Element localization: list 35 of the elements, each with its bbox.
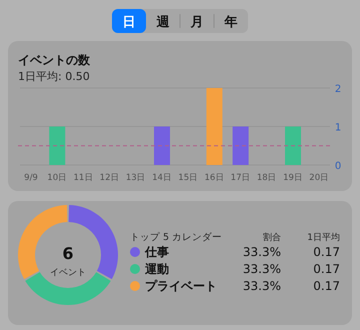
x-tick-label: 18日 xyxy=(256,173,277,183)
text: 0.17 xyxy=(313,262,340,276)
legend-label: 仕事 xyxy=(144,245,169,259)
data-label: 33.3% xyxy=(242,262,281,276)
legend-label: 運動 xyxy=(144,262,169,276)
x-tick-label: 10日 xyxy=(47,173,68,183)
x-tick-label: 9/9 xyxy=(24,173,38,183)
x-tick-label: 16日 xyxy=(204,173,224,183)
text: 週 xyxy=(156,15,170,30)
text: 割合 xyxy=(263,232,281,243)
x-tick-label: 20日 xyxy=(309,173,330,183)
text: 0.17 xyxy=(313,279,340,293)
text: イベント xyxy=(50,268,86,278)
text: 年 xyxy=(224,15,238,30)
data-label: 33.3% xyxy=(242,245,281,259)
text: 1日平均 xyxy=(307,232,340,243)
chart-title: イベントの数 xyxy=(18,53,91,67)
chart-subtitle: 1日平均: 0.50 xyxy=(18,70,90,83)
y-tick-label: 1 xyxy=(334,122,342,134)
text: 0.17 xyxy=(313,245,340,259)
x-tick-label: 13日 xyxy=(126,173,146,183)
text: 日 xyxy=(122,15,136,30)
y-tick-label: 2 xyxy=(334,84,342,95)
text: 6 xyxy=(62,244,74,263)
x-tick-label: 19日 xyxy=(283,173,303,183)
x-tick-label: 11日 xyxy=(73,173,94,183)
legend-title: トップ 5 カレンダー xyxy=(130,231,222,243)
y-tick-label: 0 xyxy=(334,161,342,172)
legend-label: プライベート xyxy=(145,279,217,293)
x-tick-label: 12日 xyxy=(100,173,120,183)
data-label: 33.3% xyxy=(242,279,281,293)
text: 月 xyxy=(190,15,204,30)
x-tick-label: 14日 xyxy=(152,173,172,183)
x-tick-label: 17日 xyxy=(230,173,251,183)
x-tick-label: 15日 xyxy=(178,173,198,183)
